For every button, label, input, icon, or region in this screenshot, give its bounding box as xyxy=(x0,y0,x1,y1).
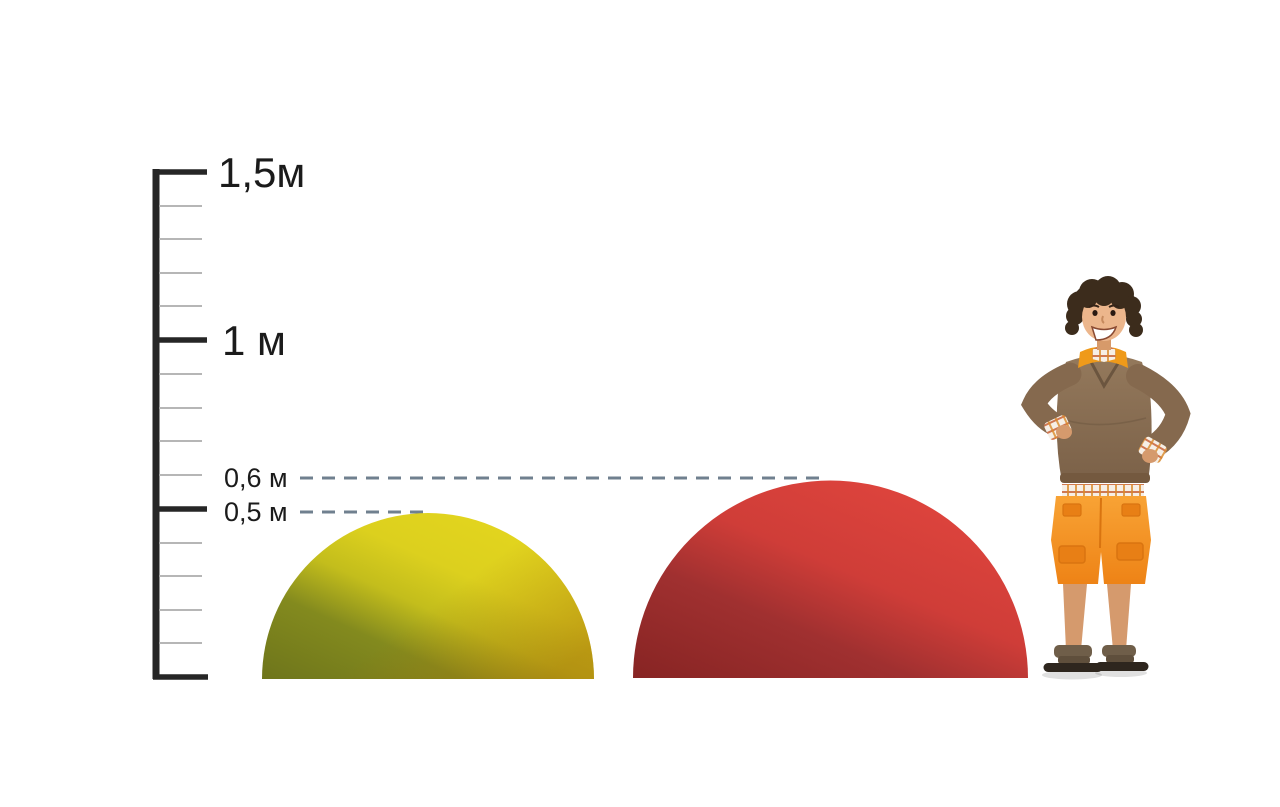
child-face-features xyxy=(1088,304,1120,341)
child-head xyxy=(1065,276,1143,341)
child-left-sandal xyxy=(1043,644,1103,672)
ruler-label-1m: 1 м xyxy=(222,317,286,364)
red-dome-height-label: 0,6 м xyxy=(224,463,288,493)
red-dome xyxy=(633,480,1028,678)
child-shadow-left xyxy=(1042,670,1102,680)
child-left-leg xyxy=(1063,584,1087,650)
yellow-dome-height-label: 0,5 м xyxy=(224,497,288,527)
child-jacket xyxy=(1021,343,1191,483)
ruler-minor-ticks xyxy=(159,205,202,644)
child-right-sandal xyxy=(1095,644,1149,671)
child-fringe xyxy=(1079,286,1129,309)
height-callouts: 0,6 м 0,5 м xyxy=(224,463,828,527)
ruler: 1,5м 1 м xyxy=(152,149,305,680)
child-shirt-waistband xyxy=(1062,484,1144,498)
yellow-dome xyxy=(262,513,594,679)
ruler-major-ticks xyxy=(153,169,208,680)
child-right-hand xyxy=(1142,449,1158,463)
child-shorts xyxy=(1051,484,1151,584)
child-right-arm xyxy=(1126,364,1191,460)
yellow-dome-edge-shade xyxy=(262,513,594,679)
child-figure xyxy=(1021,276,1191,680)
red-dome-body xyxy=(633,480,1028,678)
child-smile xyxy=(1090,325,1118,341)
child-left-hand xyxy=(1056,425,1072,439)
ruler-label-1-5m: 1,5м xyxy=(218,149,305,196)
child-right-leg xyxy=(1107,584,1131,650)
